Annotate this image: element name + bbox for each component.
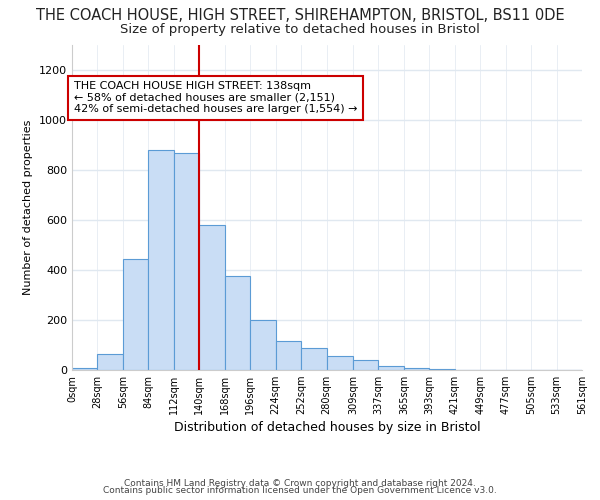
Bar xyxy=(250,320,275,370)
Text: Size of property relative to detached houses in Bristol: Size of property relative to detached ho… xyxy=(120,22,480,36)
Bar xyxy=(225,276,250,370)
Bar xyxy=(275,341,301,370)
Text: Contains HM Land Registry data © Crown copyright and database right 2024.: Contains HM Land Registry data © Crown c… xyxy=(124,478,476,488)
Text: THE COACH HOUSE, HIGH STREET, SHIREHAMPTON, BRISTOL, BS11 0DE: THE COACH HOUSE, HIGH STREET, SHIREHAMPT… xyxy=(35,8,565,22)
Bar xyxy=(97,354,123,370)
Text: THE COACH HOUSE HIGH STREET: 138sqm
← 58% of detached houses are smaller (2,151): THE COACH HOUSE HIGH STREET: 138sqm ← 58… xyxy=(74,81,358,114)
Y-axis label: Number of detached properties: Number of detached properties xyxy=(23,120,34,295)
Bar xyxy=(379,366,404,370)
Bar xyxy=(404,368,429,370)
Text: Contains public sector information licensed under the Open Government Licence v3: Contains public sector information licen… xyxy=(103,486,497,495)
Bar xyxy=(72,368,97,370)
Bar xyxy=(353,360,379,370)
Bar xyxy=(199,225,225,370)
Bar xyxy=(301,348,326,370)
Bar xyxy=(326,356,353,370)
Bar xyxy=(123,259,148,370)
X-axis label: Distribution of detached houses by size in Bristol: Distribution of detached houses by size … xyxy=(173,422,481,434)
Bar xyxy=(174,153,199,370)
Bar xyxy=(429,369,455,370)
Bar xyxy=(148,150,174,370)
